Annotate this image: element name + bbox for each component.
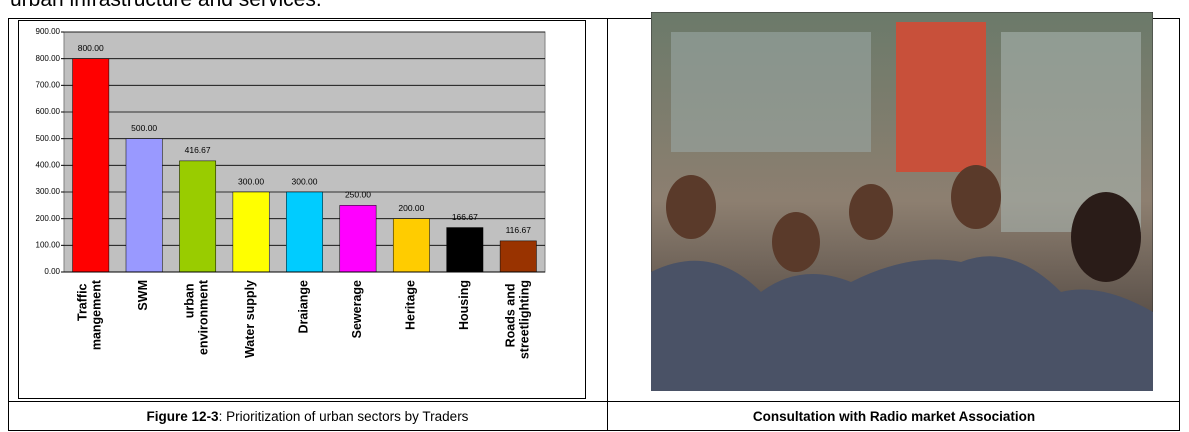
bar	[232, 191, 270, 273]
bar	[392, 218, 430, 273]
x-tick-label: Sewerage	[350, 280, 364, 338]
cell-divider	[607, 18, 608, 431]
x-tick-label: Roads and streetlighting	[504, 280, 532, 359]
bar	[446, 227, 484, 273]
value-label: 416.67	[185, 145, 211, 155]
x-tick-label: SWM	[136, 280, 150, 311]
y-tick-label: 800.00	[36, 54, 61, 63]
value-label: 300.00	[238, 176, 264, 186]
x-tick-label: Traffic mangement	[76, 279, 104, 350]
value-label: 500.00	[131, 123, 157, 133]
value-label: 116.67	[506, 225, 532, 235]
x-tick-label: Housing	[457, 280, 471, 330]
value-label: 250.00	[345, 190, 371, 200]
x-tick-label: Water supply	[243, 280, 257, 358]
y-tick-label: 500.00	[36, 134, 61, 143]
bar	[72, 58, 110, 273]
y-tick-label: 200.00	[36, 214, 61, 223]
bar	[125, 138, 163, 273]
photo	[651, 12, 1153, 391]
caption-text: : Prioritization of urban sectors by Tra…	[218, 409, 469, 424]
value-label: 200.00	[398, 203, 424, 213]
bar	[286, 191, 323, 273]
y-tick-label: 700.00	[36, 80, 61, 89]
left-caption: Figure 12-3: Prioritization of urban sec…	[8, 402, 607, 431]
x-tick-label: Draiange	[297, 280, 311, 334]
value-label: 166.67	[452, 212, 478, 222]
bar	[499, 240, 537, 273]
heading: urban infrastructure and services.	[10, 0, 322, 12]
bar	[179, 160, 217, 273]
y-tick-label: 600.00	[36, 107, 61, 116]
caption-label: Figure 12-3	[146, 409, 219, 424]
y-tick-label: 900.00	[36, 27, 61, 36]
y-tick-label: 400.00	[36, 160, 61, 169]
x-tick-label: Heritage	[404, 280, 418, 330]
right-caption: Consultation with Radio market Associati…	[752, 409, 1036, 424]
chart: 0.00 100.00 200.00 300.00 400.00 500.00 600.00…	[18, 20, 586, 399]
y-tick-label: 0.00	[44, 267, 60, 276]
y-tick-label: 100.00	[36, 240, 61, 249]
row-divider	[8, 401, 1180, 402]
value-label: 800.00	[78, 43, 104, 53]
x-tick-label: urban environment	[183, 279, 211, 355]
bar	[339, 205, 377, 273]
figure-table	[8, 18, 1180, 431]
value-label: 300.00	[292, 176, 318, 186]
y-tick-label: 300.00	[36, 187, 61, 196]
